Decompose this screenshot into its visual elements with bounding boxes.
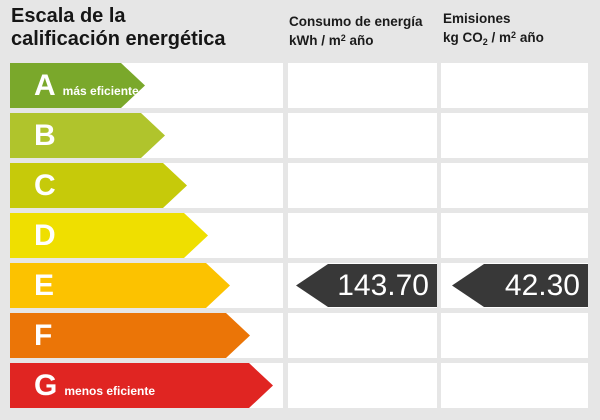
grid-cell-emisiones: [441, 63, 588, 108]
grid-cell-emisiones: [441, 163, 588, 208]
page-title: Escala de la calificación energética: [11, 5, 226, 51]
grid-cell-emisiones: [441, 113, 588, 158]
scale-row: E 143.70 42.30: [0, 263, 600, 308]
superscript-2: 2: [340, 33, 346, 43]
grid-cell-consumo: [288, 113, 437, 158]
grid-cell-consumo: [288, 313, 437, 358]
grid-cell-consumo: [288, 63, 437, 108]
scale-bar: E: [10, 263, 230, 308]
column-header-consumo: Consumo de energía kWh / m2 año: [289, 13, 423, 49]
page-title-line2: calificación energética: [11, 28, 226, 50]
consumo-value-arrow: 143.70: [296, 264, 437, 307]
grid-cell-emisiones: [441, 363, 588, 408]
scale-bar: C: [10, 163, 187, 208]
scale-note: menos eficiente: [64, 384, 156, 398]
scale-bar: B: [10, 113, 165, 158]
emisiones-value: 42.30: [504, 269, 580, 302]
scale-letter: F: [34, 319, 53, 352]
scale-bar: F: [10, 313, 250, 358]
scale-row: F: [0, 313, 600, 358]
consumo-value: 143.70: [337, 269, 429, 302]
grid-cell-consumo: [288, 213, 437, 258]
grid-cell-consumo: [288, 163, 437, 208]
column-header-emisiones: Emisiones kg CO2 / m2 año: [443, 10, 544, 51]
scale-letter: G: [34, 369, 58, 402]
scale-row: C: [0, 163, 600, 208]
consumo-header-unit: kWh / m2 año: [289, 33, 374, 48]
superscript-2: 2: [511, 30, 517, 40]
scale-note: más eficiente: [62, 84, 139, 98]
emisiones-header-label: Emisiones: [443, 11, 511, 26]
scale-row: D: [0, 213, 600, 258]
grid-cell-emisiones: [441, 213, 588, 258]
emisiones-header-unit: kg CO2 / m2 año: [443, 30, 544, 47]
scale-letter: C: [34, 169, 56, 202]
grid-cell-consumo: [288, 363, 437, 408]
scale-letter: A: [34, 69, 56, 102]
subscript-2: 2: [482, 37, 488, 47]
scale-letter: B: [34, 119, 56, 152]
scale-bar: D: [10, 213, 208, 258]
scale-letter: E: [34, 269, 55, 302]
consumo-header-label: Consumo de energía: [289, 14, 423, 29]
page-title-line1: Escala de la: [11, 5, 126, 27]
scale-row: B: [0, 113, 600, 158]
scale-letter: D: [34, 219, 56, 252]
grid-cell-emisiones: [441, 313, 588, 358]
emisiones-value-arrow: 42.30: [452, 264, 588, 307]
